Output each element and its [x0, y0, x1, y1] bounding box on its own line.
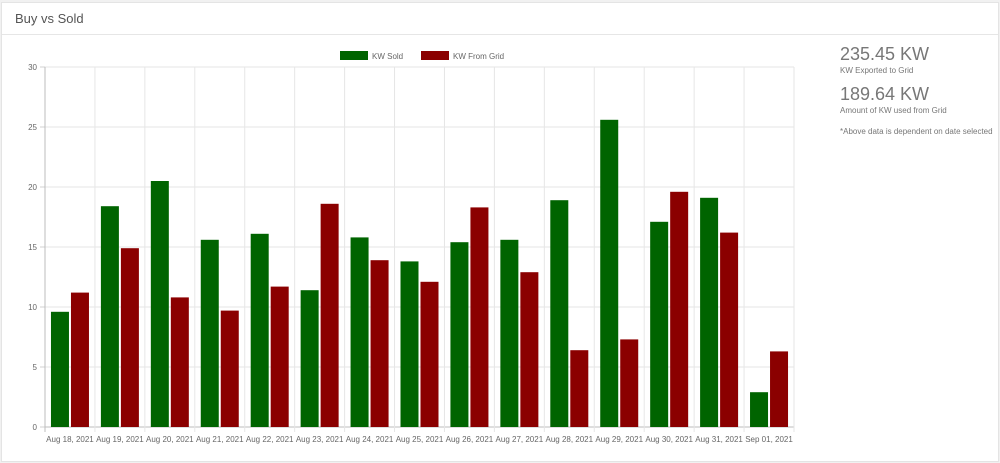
bar-kw-from-grid: [570, 350, 589, 427]
y-tick-label: 30: [28, 63, 37, 72]
bar-kw-from-grid: [770, 351, 789, 427]
x-tick-label: Aug 29, 2021: [595, 435, 643, 444]
bar-kw-sold: [750, 392, 769, 427]
x-tick-label: Aug 20, 2021: [146, 435, 194, 444]
x-tick-label: Aug 25, 2021: [396, 435, 444, 444]
x-tick-label: Aug 23, 2021: [296, 435, 344, 444]
x-tick-label: Aug 30, 2021: [645, 435, 693, 444]
y-tick-label: 15: [28, 243, 37, 252]
bar-kw-from-grid: [270, 286, 289, 427]
bar-kw-from-grid: [320, 203, 339, 427]
used-value: 189.64 KW: [840, 84, 930, 104]
legend-label-kw-from-grid: KW From Grid: [453, 52, 504, 61]
bar-kw-sold: [350, 237, 369, 427]
bar-kw-from-grid: [70, 292, 89, 427]
bar-kw-from-grid: [370, 260, 389, 427]
x-tick-label: Aug 31, 2021: [695, 435, 743, 444]
bar-kw-sold: [100, 206, 119, 427]
x-tick-label: Sep 01, 2021: [745, 435, 793, 444]
bar-kw-from-grid: [420, 281, 439, 427]
bar-kw-from-grid: [620, 339, 639, 427]
legend-swatch-kw-from-grid: [421, 51, 449, 60]
x-tick-label: Aug 22, 2021: [246, 435, 294, 444]
data-note: *Above data is dependent on date selecte…: [840, 127, 993, 136]
legend-swatch-kw-sold: [340, 51, 368, 60]
bar-kw-sold: [200, 239, 219, 427]
y-tick-label: 20: [28, 183, 37, 192]
bar-kw-from-grid: [470, 207, 489, 427]
bar-kw-sold: [450, 242, 469, 427]
bar-kw-sold: [250, 233, 269, 427]
exported-label: KW Exported to Grid: [840, 66, 914, 75]
stats-panel: 235.45 KW KW Exported to Grid 189.64 KW …: [840, 43, 998, 136]
bar-kw-sold: [50, 311, 69, 427]
bar-kw-sold: [550, 200, 569, 427]
card-header: Buy vs Sold: [2, 3, 998, 35]
bar-kw-sold: [700, 197, 719, 427]
bar-kw-sold: [400, 261, 419, 427]
x-tick-label: Aug 28, 2021: [545, 435, 593, 444]
bar-kw-sold: [650, 221, 669, 427]
y-tick-label: 5: [33, 363, 38, 372]
bar-kw-from-grid: [170, 297, 189, 427]
x-tick-label: Aug 19, 2021: [96, 435, 144, 444]
x-tick-label: Aug 27, 2021: [496, 435, 544, 444]
legend-label-kw-sold: KW Sold: [372, 52, 403, 61]
bar-kw-from-grid: [520, 272, 539, 427]
card-title: Buy vs Sold: [15, 11, 84, 26]
x-tick-label: Aug 26, 2021: [446, 435, 494, 444]
used-label: Amount of KW used from Grid: [840, 106, 947, 115]
y-tick-label: 0: [33, 423, 38, 432]
bar-kw-sold: [300, 290, 319, 427]
bar-kw-from-grid: [220, 310, 239, 427]
bar-kw-from-grid: [120, 248, 139, 427]
bar-kw-sold: [600, 119, 619, 428]
bar-kw-from-grid: [670, 191, 689, 427]
y-tick-label: 10: [28, 303, 37, 312]
used-stat: 189.64 KW Amount of KW used from Grid: [840, 83, 998, 115]
x-tick-label: Aug 21, 2021: [196, 435, 244, 444]
exported-stat: 235.45 KW KW Exported to Grid: [840, 43, 998, 75]
x-tick-label: Aug 24, 2021: [346, 435, 394, 444]
bar-kw-sold: [150, 181, 169, 427]
exported-value: 235.45 KW: [840, 44, 930, 64]
x-tick-label: Aug 18, 2021: [46, 435, 94, 444]
bar-kw-sold: [500, 239, 519, 427]
y-tick-label: 25: [28, 123, 37, 132]
bar-kw-from-grid: [720, 232, 739, 427]
